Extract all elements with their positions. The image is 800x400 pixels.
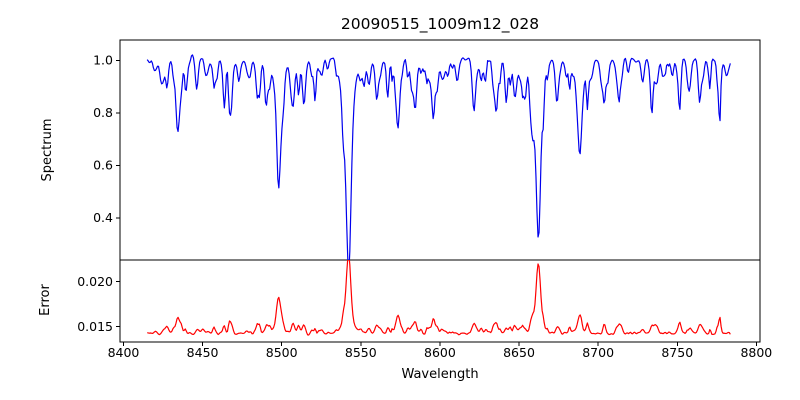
x-tick-label: 8550 bbox=[345, 345, 377, 360]
error-line-series bbox=[147, 260, 731, 336]
error-panel-frame bbox=[119, 259, 761, 343]
axis-tick-labels: 8400 8450 8500 8550 8600 8650 8700 8750 8800 0.4 0… bbox=[77, 53, 772, 360]
x-tick-label: 8450 bbox=[187, 345, 219, 360]
y-tick-label: 0.015 bbox=[77, 319, 113, 334]
panel-frames bbox=[119, 39, 761, 343]
spectrum-y-axis-label: Spectrum bbox=[40, 119, 55, 182]
x-tick-label: 8500 bbox=[266, 345, 298, 360]
axis-ticks bbox=[116, 59, 757, 346]
y-tick-label: 0.4 bbox=[93, 210, 113, 225]
error-y-axis-label: Error bbox=[38, 284, 53, 316]
chart-title: 20090515_1009m12_028 bbox=[341, 15, 539, 34]
y-tick-label: 0.6 bbox=[93, 158, 113, 173]
y-tick-label: 0.020 bbox=[77, 274, 113, 289]
x-axis-label: Wavelength bbox=[401, 367, 478, 382]
x-tick-label: 8800 bbox=[740, 345, 772, 360]
error-line bbox=[147, 260, 731, 336]
x-tick-label: 8700 bbox=[582, 345, 614, 360]
x-tick-label: 8600 bbox=[424, 345, 456, 360]
spectrum-line bbox=[146, 54, 731, 260]
x-tick-label: 8750 bbox=[661, 345, 693, 360]
x-tick-label: 8650 bbox=[503, 345, 535, 360]
spectrum-line-series bbox=[146, 54, 731, 260]
y-tick-label: 1.0 bbox=[93, 53, 113, 68]
y-tick-label: 0.8 bbox=[93, 105, 113, 120]
x-tick-label: 8400 bbox=[108, 345, 140, 360]
